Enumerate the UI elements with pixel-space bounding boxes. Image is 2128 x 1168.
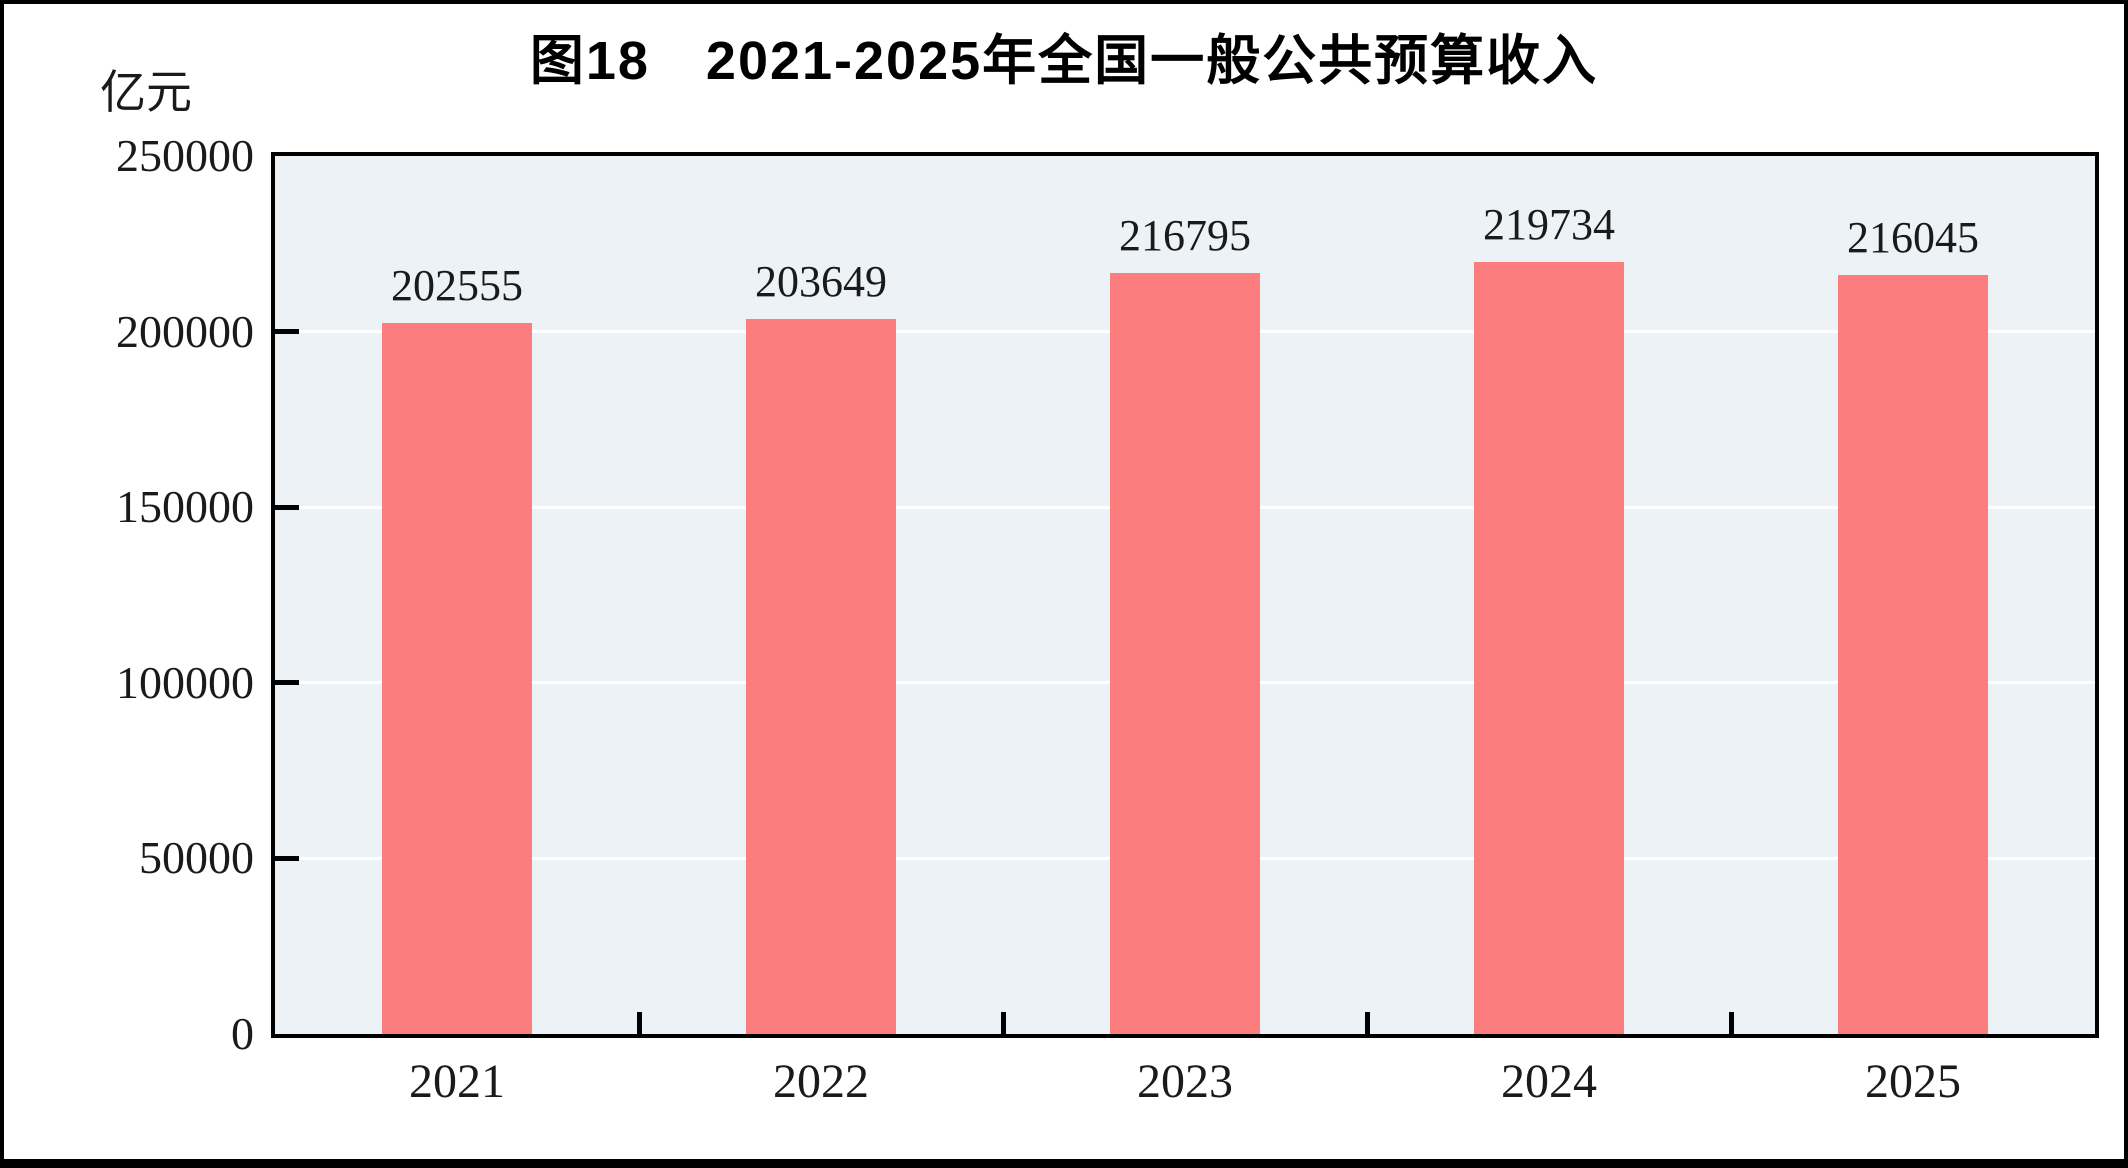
bar-2024 (1474, 262, 1624, 1034)
y-axis-label-100000: 100000 (116, 656, 254, 708)
bar-value-label-2023: 216795 (1119, 210, 1251, 260)
y-axis-tick-50000 (275, 855, 299, 861)
y-axis-label-50000: 50000 (139, 832, 254, 884)
bar-2025 (1838, 275, 1988, 1034)
y-axis-tick-100000 (275, 680, 299, 686)
chart-title: 图18 2021-2025年全国一般公共预算收入 (529, 31, 1599, 91)
y-axis-label-250000: 250000 (116, 130, 254, 181)
x-axis-tick-3 (1364, 1012, 1370, 1034)
y-axis-label-150000: 150000 (116, 481, 254, 533)
y-axis-label-0: 0 (231, 1008, 254, 1059)
x-axis-label-2022: 2022 (773, 1055, 869, 1108)
bar-2021 (382, 322, 532, 1034)
y-axis-unit-label: 亿元 (100, 66, 192, 118)
x-axis-tick-1 (636, 1012, 642, 1034)
bar-value-label-2022: 203649 (755, 256, 887, 306)
bar-2023 (1110, 272, 1260, 1034)
y-axis-tick-150000 (275, 504, 299, 510)
y-axis-label-200000: 200000 (116, 305, 254, 357)
x-axis-label-2023: 2023 (1137, 1055, 1233, 1108)
x-axis-tick-2 (1000, 1012, 1006, 1034)
x-axis-label-2024: 2024 (1501, 1055, 1597, 1108)
x-axis-label-2025: 2025 (1865, 1055, 1961, 1108)
plot-area: 202555 203649 216795 219734 216045 (271, 152, 2099, 1038)
x-axis-tick-4 (1728, 1012, 1734, 1034)
x-axis-label-2021: 2021 (409, 1055, 505, 1108)
bar-2022 (746, 318, 896, 1034)
y-axis-tick-200000 (275, 329, 299, 335)
bar-value-label-2024: 219734 (1483, 200, 1615, 250)
bar-value-label-2021: 202555 (391, 260, 523, 310)
bar-value-label-2025: 216045 (1847, 213, 1979, 263)
